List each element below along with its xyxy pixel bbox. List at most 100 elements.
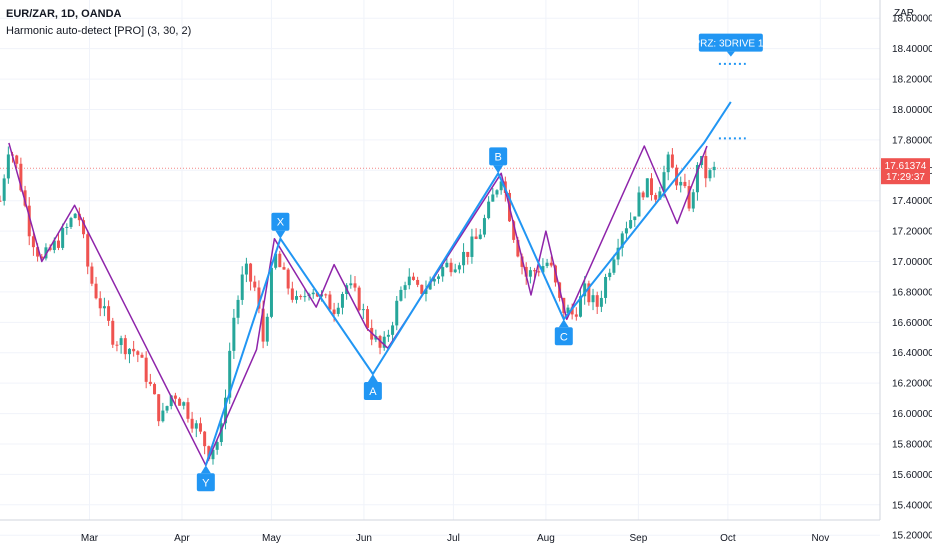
pattern-point-labels: Y X A B C: [196, 147, 573, 492]
candle-body: [311, 292, 315, 295]
pattern-label-pointer: [275, 230, 286, 239]
y-tick-label: 18.20000: [892, 75, 932, 86]
candle-body: [516, 239, 520, 257]
candle-body: [286, 269, 290, 289]
candle-body: [324, 294, 328, 296]
candle-body: [445, 262, 449, 268]
candle-body: [679, 181, 683, 186]
pattern-label-pointer: [558, 319, 569, 328]
candle-body: [132, 348, 136, 352]
candle-body: [86, 234, 90, 267]
candle-body: [173, 395, 177, 399]
candle-body: [629, 220, 633, 229]
y-tick-label: 18.40000: [892, 44, 932, 55]
candle-body: [328, 294, 332, 310]
candle-body: [466, 251, 470, 257]
candle-body: [207, 446, 211, 460]
candle-body: [148, 381, 152, 385]
candle-body: [123, 338, 127, 355]
y-tick-label: 17.20000: [892, 227, 932, 238]
pattern-label-b: B: [489, 147, 508, 174]
x-tick-label: Sep: [629, 533, 647, 544]
candle-body: [136, 351, 140, 355]
candle-body: [499, 181, 503, 191]
candle-body: [198, 423, 202, 432]
y-tick-label: 16.20000: [892, 379, 932, 390]
y-tick-label: 17.00000: [892, 257, 932, 268]
pattern-label-a: A: [363, 374, 382, 401]
candle-body: [119, 338, 123, 346]
candle-body: [382, 336, 386, 348]
candle-body: [194, 423, 198, 429]
candle-body: [712, 166, 716, 171]
x-tick-label: Nov: [811, 533, 829, 544]
candle-body: [453, 269, 457, 273]
candle-body: [549, 262, 553, 266]
candle-body: [69, 218, 73, 227]
candle-body: [687, 186, 691, 209]
indicator-title[interactable]: Harmonic auto-detect [PRO] (3, 30, 2): [6, 25, 192, 37]
symbol-title[interactable]: EUR/ZAR, 1D, OANDA: [6, 8, 122, 20]
y-tick-label: 15.40000: [892, 500, 932, 511]
candle-body: [566, 307, 570, 313]
candle-body: [278, 253, 282, 268]
candle-body: [332, 309, 336, 314]
candle-body: [178, 398, 182, 406]
candle-body: [533, 270, 537, 272]
candle-body: [487, 201, 491, 219]
time-axis[interactable]: Mar Apr May Jun Jul Aug Sep Oct Nov: [0, 519, 880, 544]
y-tick-label: 15.60000: [892, 470, 932, 481]
pattern-label-c: C: [554, 319, 573, 346]
candle-body: [386, 334, 390, 337]
candle-body: [23, 190, 27, 206]
candle-body: [102, 306, 106, 309]
last-price-badge[interactable]: [881, 158, 930, 185]
candle-body: [244, 263, 248, 275]
bar-countdown: 17:29:37: [886, 172, 925, 183]
candle-body: [211, 449, 215, 460]
candle-body: [182, 402, 186, 406]
candle-body: [165, 406, 169, 411]
candle-body: [658, 191, 662, 200]
candle-body: [416, 279, 420, 285]
candle-body: [616, 247, 620, 260]
prz-label-box: [698, 33, 763, 52]
pattern-label-text: X: [277, 217, 285, 229]
pattern-label-pointer: [367, 374, 378, 383]
currency-label: ZAR: [894, 8, 914, 19]
pattern-label-pointer: [200, 465, 211, 474]
candle-body: [357, 287, 361, 311]
candle-body: [6, 154, 10, 179]
candle-body: [491, 194, 495, 202]
x-tick-label: Aug: [537, 533, 555, 544]
candle-body: [274, 253, 278, 268]
candle-body: [36, 247, 40, 257]
candle-body: [169, 395, 173, 407]
y-tick-label: 16.40000: [892, 348, 932, 359]
candle-body: [612, 259, 616, 273]
zigzag-line: [8, 142, 708, 467]
candle-body: [441, 267, 445, 277]
candle-body: [541, 266, 545, 273]
pattern-label-box: [196, 473, 215, 492]
candle-body: [608, 272, 612, 277]
y-tick-label: 18.00000: [892, 105, 932, 116]
price-axis[interactable]: 18.60000 18.40000 18.20000 18.00000 17.80000…: [879, 0, 932, 542]
candle-body: [428, 281, 432, 290]
pattern-label-text: B: [494, 151, 501, 163]
candle-body: [295, 296, 299, 300]
candle-body: [44, 247, 48, 259]
candle-body: [2, 178, 6, 201]
candle-body: [403, 285, 407, 290]
candle-body: [470, 236, 474, 257]
candle-body: [641, 192, 645, 198]
candle-body: [228, 350, 232, 398]
candle-body: [524, 266, 528, 277]
candle-body: [645, 178, 649, 198]
candle-body: [140, 354, 144, 358]
pattern-label-y: Y: [196, 465, 215, 492]
x-tick-label: Jul: [447, 533, 460, 544]
pattern-label-box: [271, 212, 290, 231]
